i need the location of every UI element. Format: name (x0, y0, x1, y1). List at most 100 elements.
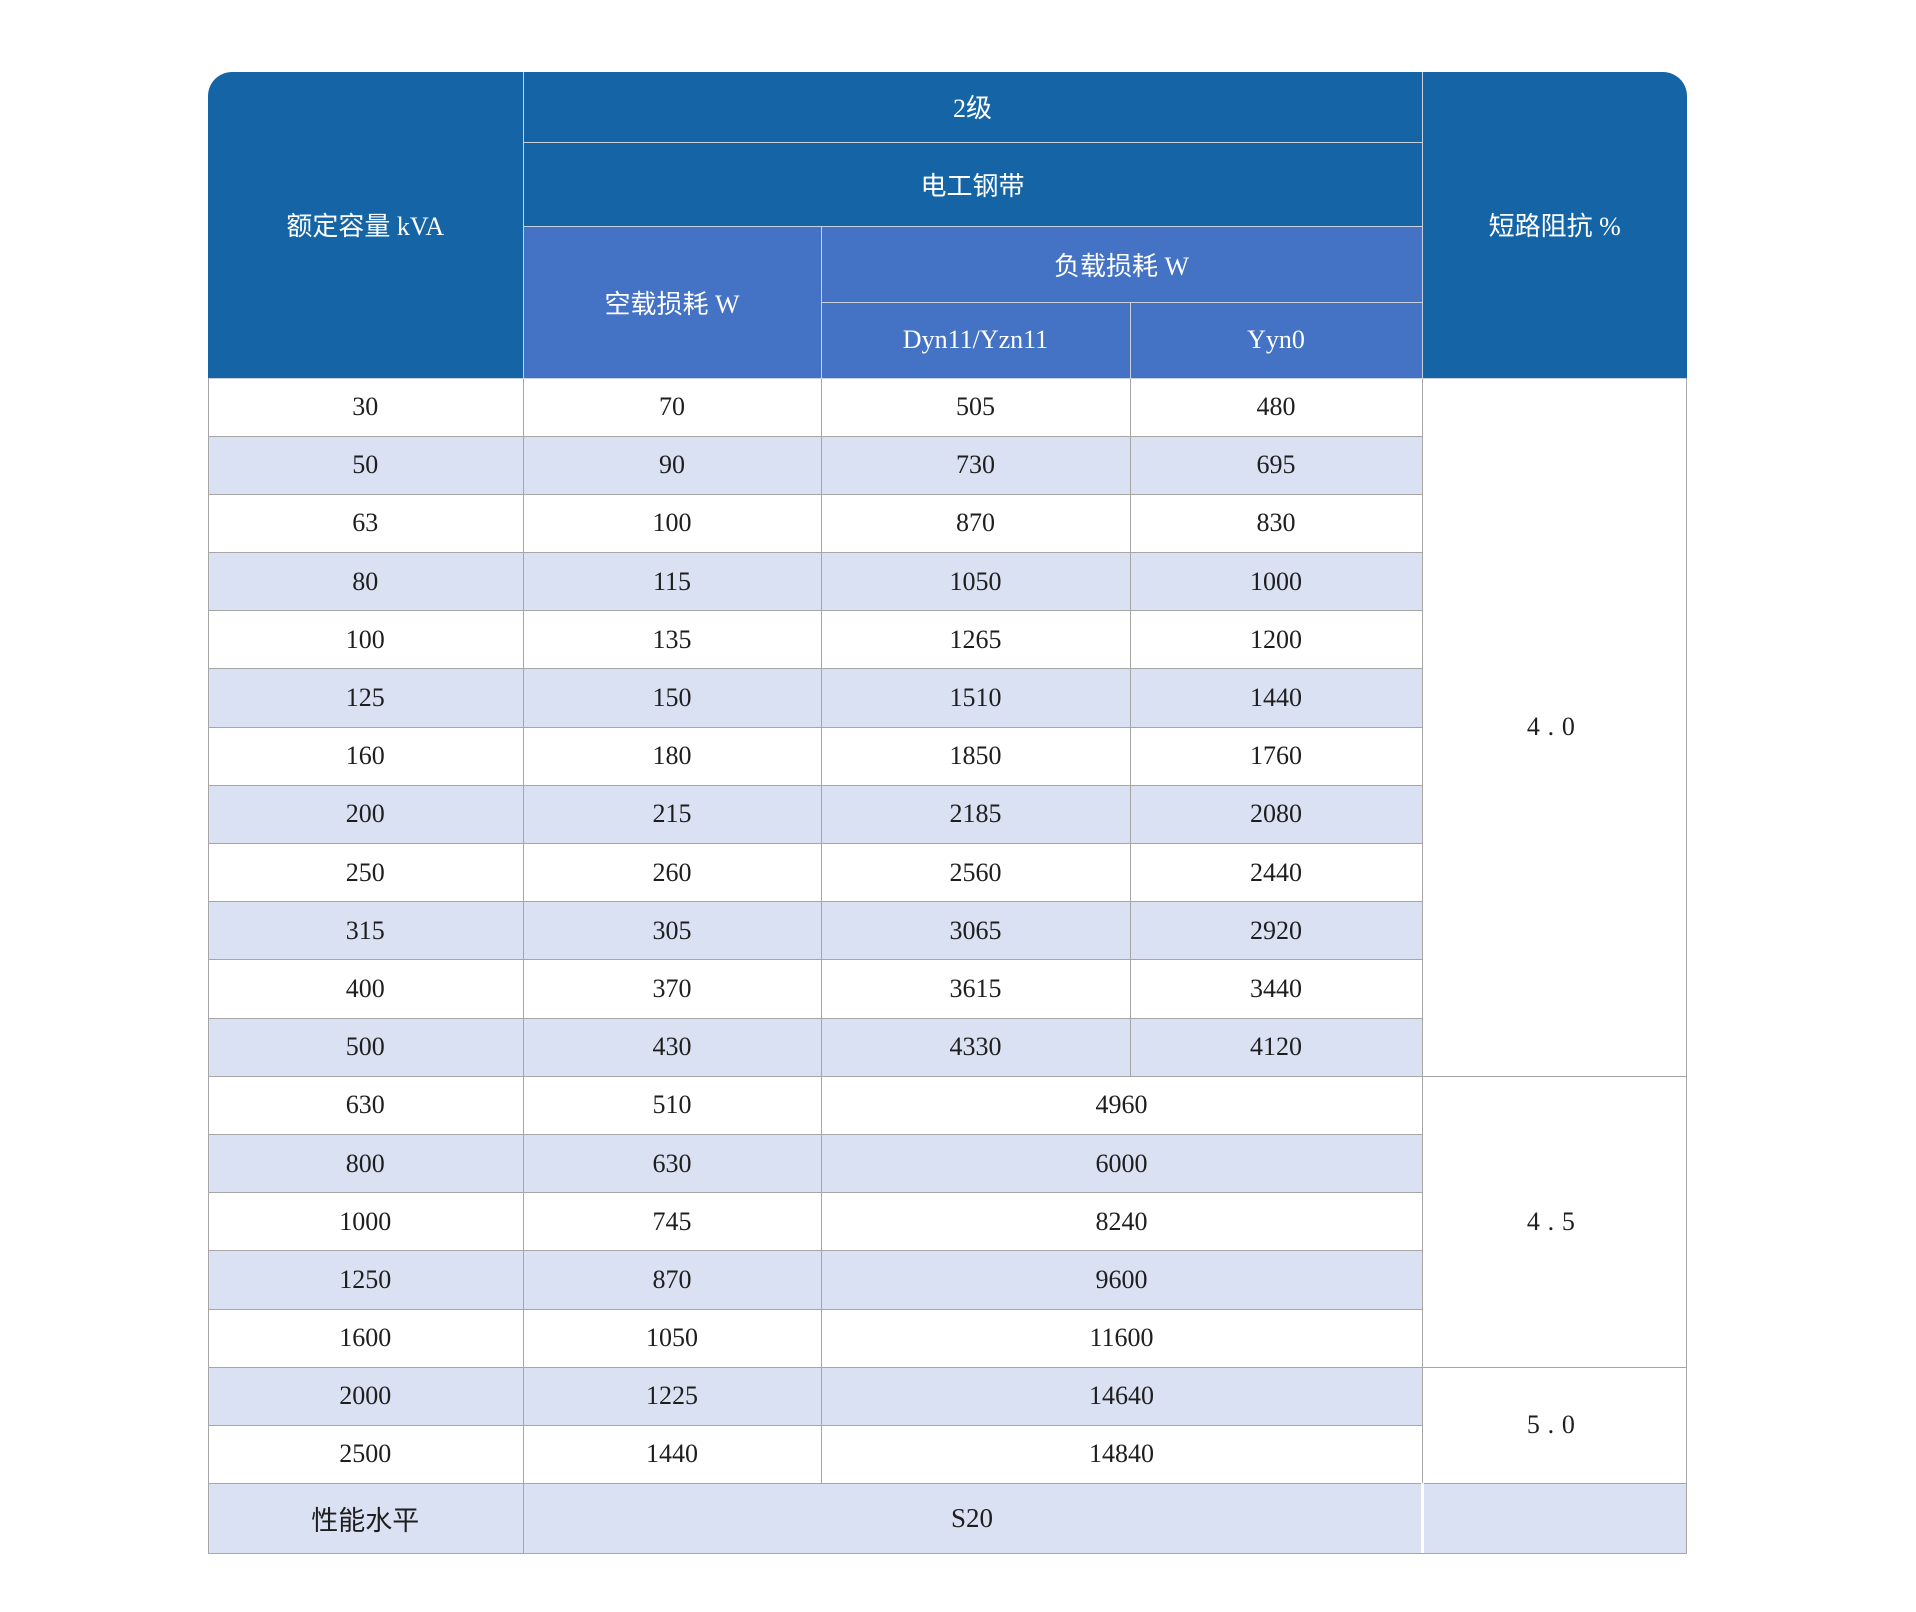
no-load-loss-cell: 870 (522, 1250, 822, 1310)
dyn-yzn-cell: 2560 (820, 842, 1131, 903)
table-row: 80 115 1050 1000 (208, 552, 1687, 612)
table-row: 30 70 505 480 4.0 (208, 377, 1687, 1077)
no-load-loss-cell: 100 (522, 493, 822, 554)
table-row: 500 430 4330 4120 (208, 1017, 1687, 1077)
table-row: 63 100 870 830 (208, 493, 1687, 554)
no-load-loss-cell: 135 (522, 610, 822, 670)
capacity-cell: 200 (208, 784, 524, 845)
capacity-cell: 50 (208, 435, 524, 495)
impedance-cell: 5.0 (1421, 1366, 1687, 1485)
table-header: 额定容量 kVA 2级 短路阻抗 % 电工钢带 空载损耗 W 负载损耗 W Dy… (208, 72, 1687, 379)
impedance-cell: 4.0 (1421, 377, 1687, 1077)
no-load-loss-cell: 1225 (522, 1366, 822, 1426)
dyn-yzn-cell: 1850 (820, 726, 1131, 786)
dyn-yzn-cell: 1510 (820, 668, 1131, 728)
dyn-yzn-cell: 4330 (820, 1017, 1131, 1077)
table-row: 800 630 6000 (208, 1133, 1687, 1194)
capacity-cell: 63 (208, 493, 524, 554)
yyn0-cell: 1760 (1129, 726, 1423, 786)
dyn-yzn-cell: 730 (820, 435, 1131, 495)
dyn-yzn-cell: 1050 (820, 552, 1131, 612)
no-load-loss-cell: 305 (522, 901, 822, 961)
yyn0-cell: 2920 (1129, 901, 1423, 961)
capacity-cell: 1250 (208, 1250, 524, 1310)
table-row: 1250 870 9600 (208, 1250, 1687, 1310)
footer-impedance-cell (1420, 1483, 1687, 1554)
load-loss-cell: 8240 (820, 1192, 1423, 1252)
capacity-cell: 1600 (208, 1308, 524, 1368)
no-load-loss-cell: 630 (522, 1133, 822, 1194)
performance-level-value: S20 (522, 1483, 1423, 1554)
impedance-cell: 4.5 (1421, 1075, 1687, 1368)
no-load-loss-cell: 180 (522, 726, 822, 786)
yyn0-cell: 1200 (1129, 610, 1423, 670)
yyn0-cell: 3440 (1129, 959, 1423, 1019)
spec-table: 额定容量 kVA 2级 短路阻抗 % 电工钢带 空载损耗 W 负载损耗 W Dy… (208, 72, 1687, 1554)
capacity-cell: 400 (208, 959, 524, 1019)
load-loss-header: 负载损耗 W (820, 225, 1423, 303)
yyn0-cell: 830 (1129, 493, 1423, 554)
capacity-cell: 100 (208, 610, 524, 670)
yyn0-cell: 480 (1129, 377, 1423, 437)
dyn-yzn-cell: 3065 (820, 901, 1131, 961)
table-row: 2500 1440 14840 (208, 1424, 1687, 1485)
table-row: 125 150 1510 1440 (208, 668, 1687, 728)
yyn0-cell: 2440 (1129, 842, 1423, 903)
no-load-loss-cell: 90 (522, 435, 822, 495)
capacity-cell: 800 (208, 1133, 524, 1194)
capacity-header: 额定容量 kVA (208, 72, 524, 379)
load-loss-cell: 14840 (820, 1424, 1423, 1485)
impedance-header: 短路阻抗 % (1421, 72, 1687, 379)
load-loss-cell: 6000 (820, 1133, 1423, 1194)
no-load-loss-cell: 215 (522, 784, 822, 845)
level-header: 2级 (522, 72, 1423, 143)
performance-level-label: 性能水平 (208, 1483, 524, 1554)
capacity-cell: 315 (208, 901, 524, 961)
no-load-loss-cell: 260 (522, 842, 822, 903)
no-load-loss-cell: 430 (522, 1017, 822, 1077)
capacity-cell: 80 (208, 552, 524, 612)
dyn-yzn-header: Dyn11/Yzn11 (820, 301, 1131, 379)
capacity-cell: 160 (208, 726, 524, 786)
no-load-loss-cell: 510 (522, 1075, 822, 1135)
capacity-cell: 250 (208, 842, 524, 903)
no-load-loss-cell: 1440 (522, 1424, 822, 1485)
no-load-loss-header: 空载损耗 W (522, 225, 822, 379)
load-loss-cell: 4960 (820, 1075, 1423, 1135)
load-loss-cell: 9600 (820, 1250, 1423, 1310)
yyn0-cell: 1440 (1129, 668, 1423, 728)
capacity-cell: 2500 (208, 1424, 524, 1485)
table-row: 250 260 2560 2440 (208, 842, 1687, 903)
material-header: 电工钢带 (522, 141, 1423, 227)
capacity-cell: 2000 (208, 1366, 524, 1426)
table-row: 200 215 2185 2080 (208, 784, 1687, 845)
no-load-loss-cell: 370 (522, 959, 822, 1019)
table-row: 2000 1225 14640 5.0 (208, 1366, 1687, 1485)
dyn-yzn-cell: 2185 (820, 784, 1131, 845)
capacity-cell: 500 (208, 1017, 524, 1077)
capacity-cell: 1000 (208, 1192, 524, 1252)
no-load-loss-cell: 150 (522, 668, 822, 728)
table-row: 400 370 3615 3440 (208, 959, 1687, 1019)
performance-level-row: 性能水平 S20 (208, 1483, 1687, 1554)
dyn-yzn-cell: 1265 (820, 610, 1131, 670)
table-row: 160 180 1850 1760 (208, 726, 1687, 786)
no-load-loss-cell: 745 (522, 1192, 822, 1252)
table-row: 630 510 4960 4.5 (208, 1075, 1687, 1368)
yyn0-cell: 1000 (1129, 552, 1423, 612)
dyn-yzn-cell: 870 (820, 493, 1131, 554)
capacity-cell: 630 (208, 1075, 524, 1135)
capacity-cell: 125 (208, 668, 524, 728)
yyn0-cell: 4120 (1129, 1017, 1423, 1077)
no-load-loss-cell: 115 (522, 552, 822, 612)
dyn-yzn-cell: 505 (820, 377, 1131, 437)
table-body: 30 70 505 480 4.0 50 90 730 695 63 100 870 830 80 115 1… (208, 377, 1687, 1485)
load-loss-cell: 11600 (820, 1308, 1423, 1368)
table-row: 1000 745 8240 (208, 1192, 1687, 1252)
table-row: 50 90 730 695 (208, 435, 1687, 495)
dyn-yzn-cell: 3615 (820, 959, 1131, 1019)
transformer-spec-table: 额定容量 kVA 2级 短路阻抗 % 电工钢带 空载损耗 W 负载损耗 W Dy… (208, 72, 1687, 1554)
yyn0-header: Yyn0 (1129, 301, 1423, 379)
no-load-loss-cell: 1050 (522, 1308, 822, 1368)
capacity-cell: 30 (208, 377, 524, 437)
